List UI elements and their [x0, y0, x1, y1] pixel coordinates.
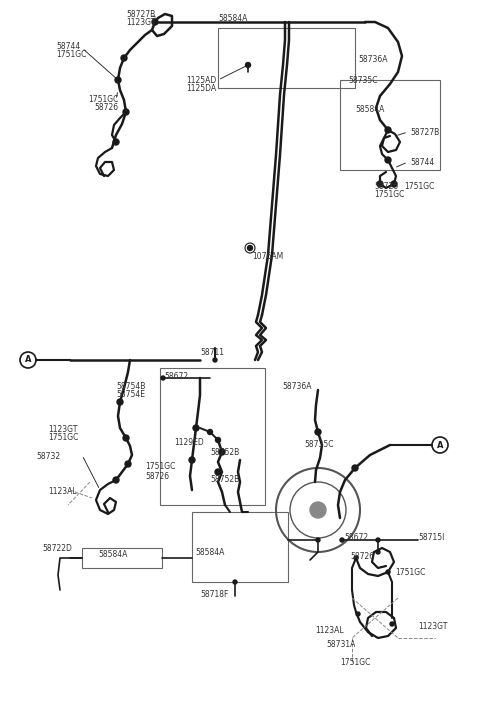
Text: 58672: 58672 [164, 372, 188, 381]
Text: 58711: 58711 [200, 348, 224, 357]
Text: 58726: 58726 [94, 103, 118, 112]
Text: 1751GC: 1751GC [48, 433, 78, 442]
Text: 1123AL: 1123AL [48, 487, 77, 496]
Circle shape [356, 612, 360, 616]
Text: 58735C: 58735C [304, 440, 334, 449]
Circle shape [121, 55, 127, 61]
Circle shape [354, 556, 358, 560]
Circle shape [376, 538, 380, 542]
Text: 1123AL: 1123AL [315, 626, 344, 635]
Text: 58744: 58744 [410, 158, 434, 167]
Text: 58752B: 58752B [210, 475, 239, 484]
Text: 1751GC: 1751GC [56, 50, 86, 59]
Bar [160, 368, 265, 505]
Circle shape [123, 109, 129, 115]
Text: 58752B: 58752B [210, 448, 239, 457]
Circle shape [216, 437, 220, 443]
Circle shape [123, 435, 129, 441]
Text: 58727B: 58727B [410, 128, 439, 137]
Text: 58732: 58732 [36, 452, 60, 461]
Circle shape [189, 457, 195, 463]
Text: 58726: 58726 [350, 552, 374, 561]
Text: 58754E: 58754E [116, 390, 145, 399]
Bar [340, 80, 440, 170]
Text: 1751GC: 1751GC [88, 95, 119, 104]
Circle shape [390, 622, 394, 626]
Circle shape [386, 570, 390, 574]
Circle shape [377, 181, 383, 187]
Bar [192, 512, 288, 582]
Text: 1751GC: 1751GC [145, 462, 175, 471]
Circle shape [352, 465, 358, 471]
Text: 58584A: 58584A [355, 105, 384, 114]
Text: 58754B: 58754B [116, 382, 145, 391]
Circle shape [113, 477, 119, 483]
Text: 1125AD: 1125AD [186, 76, 216, 85]
Text: 58718F: 58718F [200, 590, 228, 599]
Bar [82, 548, 162, 568]
Circle shape [316, 538, 320, 542]
Text: 1123GT: 1123GT [48, 425, 77, 434]
Text: 58744: 58744 [56, 42, 80, 51]
Text: 58722D: 58722D [42, 544, 72, 553]
Text: 1123GT: 1123GT [126, 18, 156, 27]
Circle shape [115, 77, 121, 83]
Text: 58584A: 58584A [98, 550, 127, 559]
Circle shape [391, 181, 397, 187]
Circle shape [152, 19, 158, 25]
Circle shape [340, 538, 344, 542]
Text: 58727B: 58727B [126, 10, 155, 19]
Text: 1129ED: 1129ED [174, 438, 204, 447]
Circle shape [248, 246, 252, 251]
Text: 1751GC: 1751GC [404, 182, 434, 191]
Text: 58736A: 58736A [358, 55, 387, 64]
Circle shape [376, 550, 380, 554]
Circle shape [215, 469, 221, 475]
Text: A: A [25, 356, 31, 365]
Circle shape [193, 425, 199, 431]
Circle shape [310, 502, 326, 518]
Circle shape [161, 376, 165, 380]
Circle shape [117, 399, 123, 405]
Text: 1125DA: 1125DA [186, 84, 216, 93]
Text: 1751GC: 1751GC [374, 190, 404, 199]
Text: A: A [437, 441, 443, 449]
Text: 58736A: 58736A [282, 382, 312, 391]
Text: 1076AM: 1076AM [252, 252, 283, 261]
Circle shape [315, 429, 321, 435]
Text: 1751GC: 1751GC [395, 568, 425, 577]
Text: 1751GC: 1751GC [340, 658, 371, 667]
Text: 58726: 58726 [145, 472, 169, 481]
Circle shape [245, 63, 251, 68]
Text: 58584A: 58584A [195, 548, 224, 557]
Bar [218, 28, 355, 88]
Circle shape [213, 358, 217, 362]
Text: 58715I: 58715I [418, 533, 444, 542]
Text: 58584A: 58584A [218, 14, 247, 23]
Circle shape [207, 429, 213, 434]
Circle shape [385, 157, 391, 163]
Text: 58726: 58726 [374, 182, 398, 191]
Text: 58672: 58672 [344, 533, 368, 542]
Text: 1123GT: 1123GT [418, 622, 447, 631]
Circle shape [113, 139, 119, 145]
Circle shape [125, 461, 131, 467]
Circle shape [233, 580, 237, 584]
Text: 58731A: 58731A [326, 640, 355, 649]
Circle shape [385, 127, 391, 133]
Circle shape [219, 449, 225, 455]
Text: 58735C: 58735C [348, 76, 377, 85]
